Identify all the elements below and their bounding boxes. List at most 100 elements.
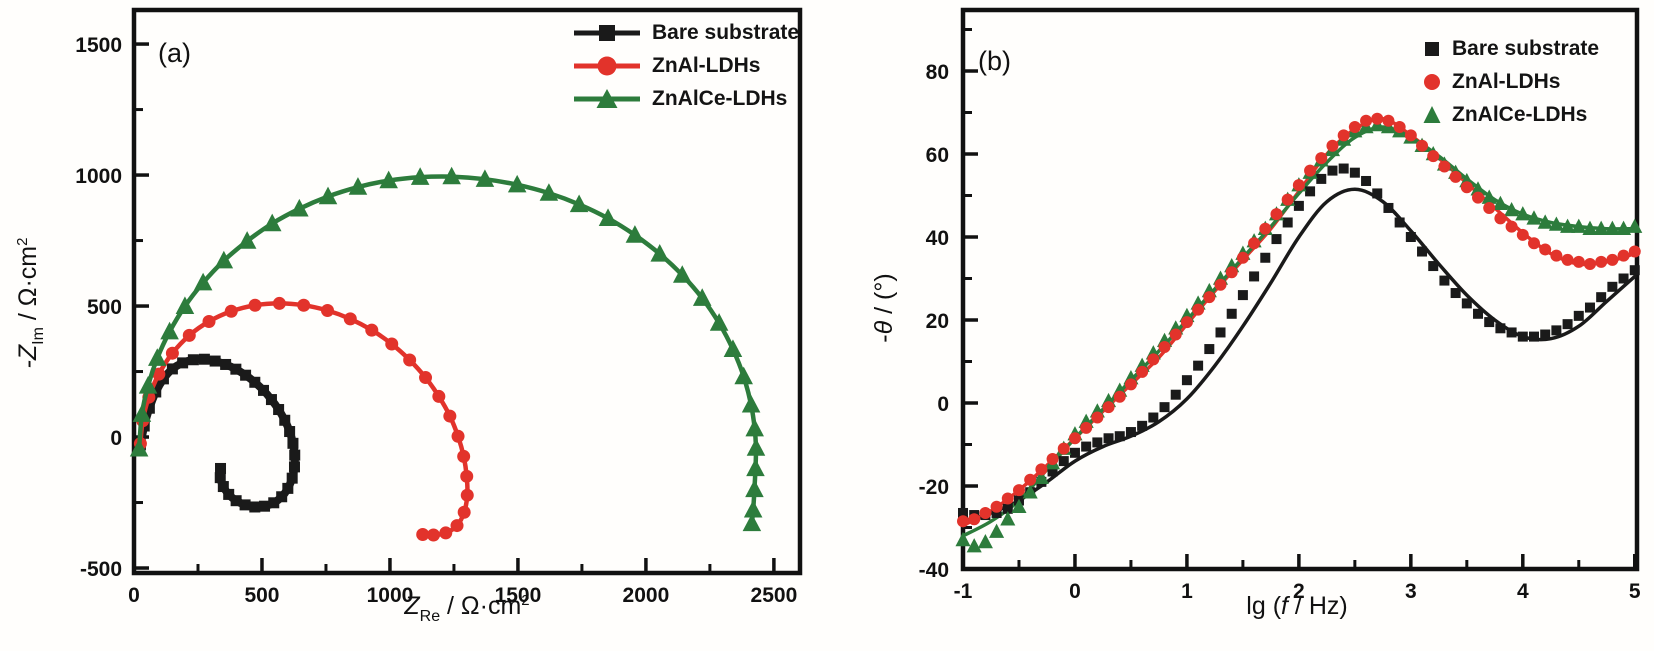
circle-marker-icon [182,328,196,342]
square-marker-icon [1114,431,1125,442]
circle-marker-icon [1248,237,1261,250]
circle-marker-icon [1326,139,1339,152]
circle-marker-icon [1147,353,1160,366]
square-marker-icon [198,353,210,365]
square-marker-icon [1562,319,1573,330]
circle-marker-icon [1606,253,1619,266]
circle-marker-icon [1360,114,1373,127]
square-marker-icon [1540,329,1551,340]
y-tick-label: 40 [926,227,949,250]
x-title-subscript: Re [419,608,441,625]
circle-marker-icon [1404,129,1417,142]
square-marker-icon [230,495,242,507]
square-marker-icon [1405,232,1416,243]
square-marker-icon [230,363,242,375]
triangle-marker-icon [1022,484,1038,499]
square-marker-icon [249,501,261,513]
square-marker-icon [289,449,301,461]
triangle-marker-icon [977,533,993,549]
square-marker-icon [157,373,169,385]
circle-marker-icon [979,506,992,519]
circle-marker-icon [1292,179,1305,192]
circle-marker-icon [432,389,446,403]
circle-marker-icon [957,515,969,528]
circle-marker-icon [1494,212,1507,225]
triangle-marker-icon [129,438,149,457]
triangle-marker-icon [734,366,753,385]
triangle-marker-icon [598,208,618,226]
circle-marker-icon [419,371,433,385]
triangle-marker-icon [692,288,712,306]
square-marker-icon [1573,310,1584,321]
square-marker-icon [214,472,226,484]
circle-marker-icon [460,469,474,483]
circle-marker-icon [1180,316,1193,329]
y-tick-label: 20 [926,310,949,333]
triangle-marker-icon [1000,511,1016,526]
circle-marker-icon [1259,222,1272,235]
triangle-marker-icon [746,458,765,477]
x-title-prefix: lg ( [1246,592,1282,620]
legend-label: ZnAl-LDHs [1452,69,1561,93]
x-tick-label: 2000 [623,584,670,607]
circle-marker-icon [403,353,417,367]
y-tick-label: -40 [919,559,949,582]
circle-marker-icon [968,513,981,526]
panel-a-tag: (a) [158,38,191,68]
circle-marker-icon [990,500,1003,513]
triangle-marker-icon [596,88,618,108]
square-marker-icon [1372,188,1383,199]
x-tick-label: -1 [954,580,973,603]
x-tick-label: 4 [1517,580,1529,603]
triangle-marker-icon [379,170,398,189]
legend-label: ZnAlCe-LDHs [1452,102,1588,126]
circle-marker-icon [1124,378,1137,391]
triangle-marker-icon [138,376,158,394]
square-marker-icon [1551,325,1562,336]
square-marker-icon [166,363,178,375]
triangle-marker-icon [989,523,1005,538]
circle-marker-icon [248,298,262,312]
circle-marker-icon [457,449,471,463]
square-marker-icon [265,394,277,406]
circle-marker-icon [1449,170,1462,183]
square-marker-icon [1069,447,1080,458]
y-tick-label: 1500 [75,34,122,57]
square-marker-icon [1506,327,1517,338]
triangle-marker-icon [672,265,692,283]
square-marker-icon [1305,186,1316,197]
circle-marker-icon [457,505,471,519]
square-marker-icon [273,404,285,416]
triangle-marker-icon [507,174,527,193]
legend-item-bare-substrate: Bare substrate [1418,32,1599,65]
square-marker-icon [1081,441,1092,452]
square-marker-icon [268,497,280,509]
circle-marker-icon [1583,257,1596,270]
circle-marker-icon [1035,463,1048,476]
triangle-marker-icon [1515,206,1531,221]
panel-b: -1 0 1 2 3 4 5 -40 -20 0 20 40 60 80 [919,7,1643,603]
square-marker-icon [1204,344,1215,355]
x-tick-label: 3 [1405,580,1417,603]
legend-key-triangle [1423,105,1441,123]
circle-marker-icon [1371,112,1384,125]
circle-marker-icon [1348,121,1361,134]
x-tick-label: 1000 [367,584,414,607]
triangle-marker-icon [348,177,368,195]
triangle-marker-icon [1604,220,1620,235]
square-marker-icon [1484,317,1495,328]
square-marker-icon [1349,167,1360,178]
circle-marker-icon [1337,129,1350,142]
circle-marker-icon [224,304,238,318]
square-marker-icon [284,426,296,438]
triangle-marker-icon [318,186,338,205]
y-tick-label: 0 [937,393,949,416]
square-marker-icon [187,354,199,366]
square-marker-icon [1159,402,1170,413]
y-title-units: / (°) [870,273,898,321]
x-tick-label: 5 [1629,580,1641,603]
circle-marker-icon [1561,253,1574,266]
legend-key-square [1425,41,1439,56]
y-tick-label: -20 [919,476,949,499]
